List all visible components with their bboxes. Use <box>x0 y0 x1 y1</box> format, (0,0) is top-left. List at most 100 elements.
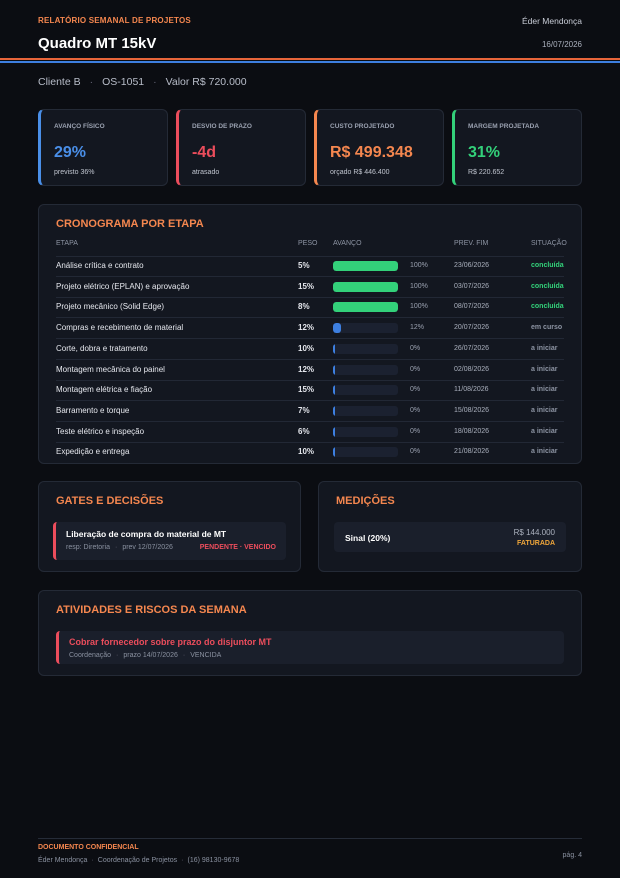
separator: · <box>181 857 184 864</box>
due: 21/08/2026 <box>454 448 490 456</box>
progress-bar <box>333 302 398 313</box>
rowline <box>56 256 564 257</box>
kpi-value: -4d <box>192 144 216 161</box>
progress-bar <box>333 447 335 458</box>
progress-bar <box>333 343 335 354</box>
activity-item: Cobrar fornecedor sobre prazo do disjunt… <box>56 631 564 664</box>
rowline <box>56 379 564 381</box>
kpi-note: atrasado <box>192 169 220 176</box>
rowline <box>56 400 564 402</box>
stage: Projeto elétrico (EPLAN) e aprovação <box>56 281 190 291</box>
separator: · <box>91 857 94 864</box>
progress-label: 0% <box>410 448 421 456</box>
footer-page: pág. 4 <box>562 852 582 859</box>
kpi-note: previsto 36% <box>54 169 95 176</box>
meta: Cliente B · OS-1051 · Valor R$ 720.000 <box>38 76 247 88</box>
progress-label: 0% <box>410 427 421 435</box>
status: a iniciar <box>531 386 558 394</box>
progress-label: 100% <box>410 282 428 290</box>
kpi-value: R$ 499.348 <box>330 144 413 161</box>
measurement-amount: R$ 144.000 <box>513 528 555 537</box>
kpi-label: DESVIO DE PRAZO <box>192 123 252 130</box>
rowline <box>56 276 564 277</box>
measurement-status: FATURADA <box>517 540 555 547</box>
stage: Compras e recebimento de material <box>56 323 184 333</box>
weight: 15% <box>298 281 315 291</box>
kpi-note: orçado R$ 446.400 <box>330 169 390 176</box>
progress-track <box>333 323 398 334</box>
text: prazo 14/07/2026 <box>123 652 178 659</box>
separator: · <box>153 76 157 88</box>
status: a iniciar <box>531 448 558 456</box>
activity-title: Cobrar fornecedor sobre prazo do disjunt… <box>69 637 272 647</box>
meta-item: Cliente B <box>38 76 81 88</box>
section-title: MEDIÇÕES <box>336 495 395 507</box>
status: concluída <box>531 282 564 290</box>
gate-item: Liberação de compra do material de MT re… <box>53 522 286 560</box>
kpi-label: MARGEM PROJETADA <box>468 123 540 130</box>
column-header: AVANÇO <box>333 240 362 247</box>
schedule-card <box>38 204 582 464</box>
text: VENCIDA <box>190 652 222 659</box>
column-header: ETAPA <box>56 240 78 247</box>
due: 26/07/2026 <box>454 344 490 352</box>
kpi-note: R$ 220.652 <box>468 169 505 176</box>
divider <box>38 838 582 839</box>
kpi-card: AVANÇO FÍSICO 29% previsto 36% <box>38 109 168 186</box>
kicker: RELATÓRIO SEMANAL DE PROJETOS <box>38 16 191 25</box>
status: concluída <box>531 303 564 311</box>
progress-label: 0% <box>410 365 421 373</box>
stage: Barramento e torque <box>56 405 130 415</box>
due: 08/07/2026 <box>454 303 490 311</box>
meta-item: Valor R$ 720.000 <box>165 76 247 88</box>
status: a iniciar <box>531 344 558 352</box>
section-title: GATES E DECISÕES <box>56 495 164 507</box>
column-header: PESO <box>298 240 318 247</box>
weight: 10% <box>298 343 315 353</box>
progress-bar <box>333 385 335 396</box>
column-header: SITUAÇÃO <box>531 240 567 247</box>
rowline <box>56 420 564 422</box>
rowline <box>56 317 564 319</box>
rowline <box>56 441 564 443</box>
stage: Expedição e entrega <box>56 447 130 457</box>
stripe <box>0 58 620 60</box>
progress-label: 12% <box>410 324 425 332</box>
stage: Corte, dobra e tratamento <box>56 343 148 353</box>
contact-item: Éder Mendonça <box>38 857 88 864</box>
text: prev 12/07/2026 <box>122 544 173 551</box>
gate-title: Liberação de compra do material de MT <box>66 529 227 539</box>
measurement-label: Sinal (20%) <box>345 533 391 543</box>
column-header: PREV. FIM <box>454 240 489 247</box>
gate-resp: resp: Diretoria · prev 12/07/2026 <box>66 544 173 551</box>
progress-bar <box>333 323 341 334</box>
stage: Projeto mecânico (Solid Edge) <box>56 302 165 312</box>
weight: 8% <box>298 302 310 312</box>
stage: Teste elétrico e inspeção <box>56 426 145 436</box>
kpi-value: 29% <box>54 144 87 161</box>
title: Quadro MT 15kV <box>38 35 157 52</box>
progress-label: 0% <box>410 406 421 414</box>
footer-label: DOCUMENTO CONFIDENCIAL <box>38 844 139 851</box>
kpi-label: AVANÇO FÍSICO <box>54 123 105 130</box>
stage: Montagem elétrica e fiação <box>56 385 153 395</box>
due: 02/08/2026 <box>454 365 490 373</box>
kpi-card: CUSTO PROJETADO R$ 499.348 orçado R$ 446.4… <box>314 109 444 186</box>
stage: Análise crítica e contrato <box>56 261 144 270</box>
kpi-card: MARGEM PROJETADA 31% R$ 220.652 <box>452 109 582 186</box>
text: Coordenação <box>69 652 112 659</box>
progress-label: 0% <box>410 386 421 394</box>
weight: 10% <box>298 447 315 457</box>
status: a iniciar <box>531 365 558 373</box>
status: a iniciar <box>531 406 558 414</box>
due: 18/08/2026 <box>454 427 490 435</box>
progress-track <box>333 364 398 375</box>
author: Éder Mendonça <box>521 16 582 26</box>
kpi-card: DESVIO DE PRAZO -4d atrasado <box>176 109 306 186</box>
progress-track <box>333 426 398 437</box>
progress-bar <box>333 281 398 292</box>
gate-status: PENDENTE · VENCIDO <box>199 544 276 551</box>
weight: 12% <box>298 364 315 374</box>
rowline <box>56 358 564 360</box>
